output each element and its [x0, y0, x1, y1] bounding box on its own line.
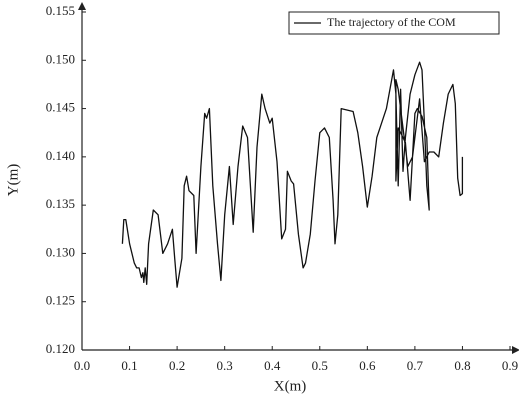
y-axis-arrow — [78, 2, 86, 10]
x-tick-label: 0.8 — [454, 358, 470, 373]
y-tick-label: 0.135 — [46, 196, 75, 211]
y-tick-label: 0.140 — [46, 148, 75, 163]
y-tick-label: 0.120 — [46, 341, 75, 356]
y-axis-title: Y(m) — [5, 164, 21, 197]
x-axis-title: X(m) — [274, 378, 307, 394]
x-tick-label: 0.3 — [217, 358, 233, 373]
x-tick-label: 0.6 — [359, 358, 376, 373]
legend-box — [288, 11, 500, 35]
data-line — [121, 61, 464, 288]
y-tick-label: 0.145 — [46, 100, 75, 115]
x-tick-label: 0.1 — [121, 358, 137, 373]
y-tick-label: 0.155 — [46, 3, 75, 18]
x-tick-label: 0.2 — [169, 358, 185, 373]
y-tick-label: 0.150 — [46, 51, 75, 66]
x-axis-arrow — [512, 346, 519, 354]
x-tick-label: 0.7 — [407, 358, 424, 373]
x-tick-label: 0.5 — [312, 358, 328, 373]
x-tick-label: 0.9 — [502, 358, 518, 373]
legend-label: The trajectory of the COM — [327, 15, 456, 29]
x-tick-label: 0.4 — [264, 358, 281, 373]
y-tick-label: 0.125 — [46, 293, 75, 308]
x-tick-label: 0.0 — [74, 358, 90, 373]
y-tick-label: 0.130 — [46, 244, 75, 259]
